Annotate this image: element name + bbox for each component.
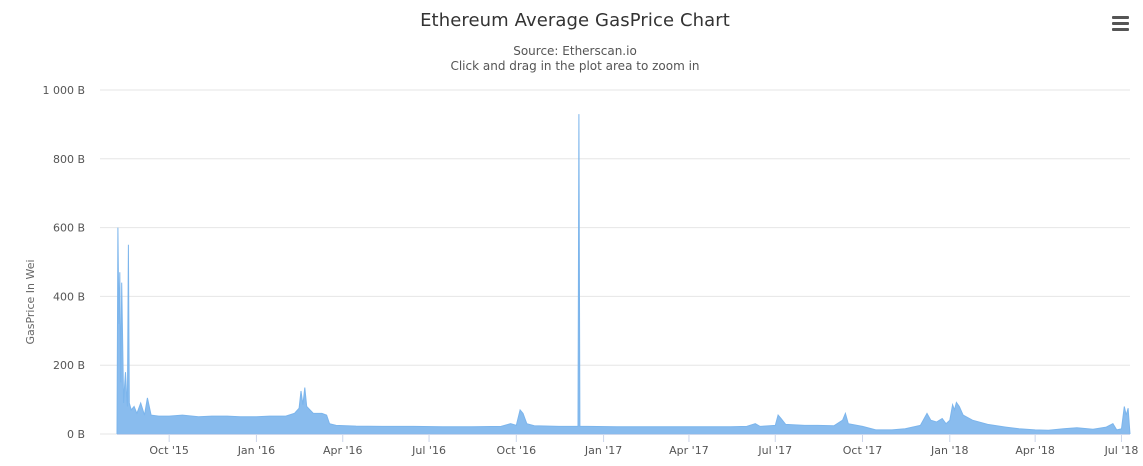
series-area[interactable]	[117, 114, 1130, 434]
x-axis-ticks: Oct '15 Jan '16 Apr '16 Jul '16 Oct '16 Jan '…	[149, 434, 1138, 457]
grid-lines	[100, 89, 1130, 435]
x-tick-label: Apr '17	[669, 444, 709, 457]
zoom-hint: Click and drag in the plot area to zoom …	[450, 59, 700, 73]
x-tick-label: Oct '15	[149, 444, 189, 457]
series-group[interactable]	[116, 114, 1131, 435]
series-line[interactable]	[116, 114, 1131, 435]
x-tick-label: Apr '18	[1015, 444, 1055, 457]
y-tick-label: 200 B	[53, 359, 85, 372]
context-menu-icon[interactable]	[1112, 16, 1134, 34]
y-tick-label: 400 B	[53, 290, 85, 303]
x-tick-label: Jul '18	[1104, 444, 1139, 457]
x-tick-label: Oct '17	[843, 444, 883, 457]
y-tick-label: 1 000 B	[42, 84, 85, 97]
y-axis-ticks: 0 B 200 B 400 B 600 B 800 B 1 000 B	[42, 84, 85, 441]
x-tick-label: Jul '16	[411, 444, 446, 457]
x-tick-label: Jan '17	[584, 444, 622, 457]
x-tick-label: Jan '16	[237, 444, 275, 457]
x-tick-label: Jul '17	[757, 444, 792, 457]
x-tick-label: Apr '16	[323, 444, 363, 457]
y-axis-title: GasPrice In Wei	[24, 259, 37, 344]
y-tick-label: 0 B	[67, 428, 85, 441]
y-tick-label: 600 B	[53, 222, 85, 235]
chart-subtitle: Source: Etherscan.io Click and drag in t…	[0, 44, 1143, 74]
x-tick-label: Jan '18	[930, 444, 968, 457]
x-tick-label: Oct '16	[497, 444, 537, 457]
chart-title: Ethereum Average GasPrice Chart	[420, 10, 730, 31]
source-label: Source: Etherscan.io	[513, 44, 637, 58]
y-tick-label: 800 B	[53, 153, 85, 166]
